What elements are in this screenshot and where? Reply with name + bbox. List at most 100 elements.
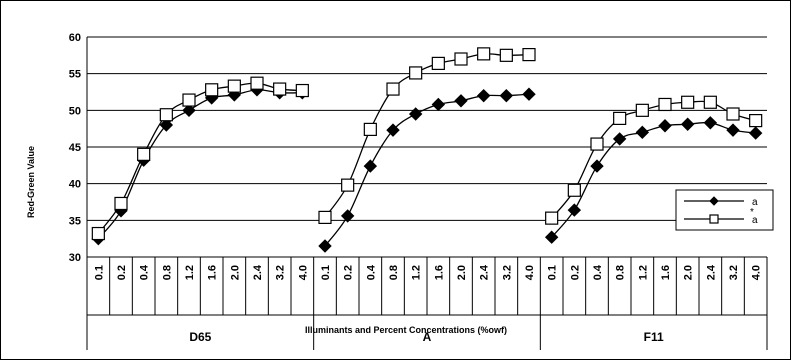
x-tick-label: 1.6 <box>660 265 672 280</box>
x-tick-label: 2.0 <box>456 265 468 280</box>
series-0 <box>91 83 763 253</box>
x-tick-label: 0.2 <box>569 265 581 280</box>
x-tick-label: 2.4 <box>252 264 264 280</box>
x-tick-label: 0.8 <box>161 265 173 280</box>
data-point-square <box>522 47 536 62</box>
x-axis-title: Illuminants and Percent Concentrations (… <box>305 325 507 335</box>
x-tick-label: 2.4 <box>705 264 717 280</box>
x-tick-label: 2.0 <box>229 265 241 280</box>
data-point-diamond <box>658 119 672 133</box>
data-point-square <box>431 56 445 71</box>
data-point-diamond <box>386 123 400 137</box>
data-point-diamond <box>318 239 332 253</box>
data-point-square <box>726 107 740 121</box>
data-point-square <box>91 226 105 241</box>
data-point-diamond <box>159 118 174 132</box>
y-tick-label: 35 <box>69 215 81 227</box>
data-point-square <box>499 48 513 62</box>
x-tick-label: 1.2 <box>637 265 649 280</box>
x-tick-label: 2.0 <box>683 265 695 280</box>
x-tick-label: 1.6 <box>207 265 219 280</box>
data-point-square <box>613 111 627 126</box>
axes <box>86 37 768 350</box>
x-tick-label: 0.4 <box>139 264 151 280</box>
data-point-diamond <box>590 159 604 173</box>
data-point-square <box>567 183 581 197</box>
y-tick-label: 60 <box>69 32 81 44</box>
data-point-square <box>159 108 173 122</box>
series-layer <box>91 47 763 253</box>
x-tick-label: 1.2 <box>184 265 196 280</box>
legend-marker <box>709 214 719 224</box>
data-point-diamond <box>703 116 718 130</box>
group-label: A <box>423 330 432 344</box>
series-line <box>97 89 303 240</box>
data-point-diamond <box>567 203 582 217</box>
data-point-square <box>749 113 763 128</box>
data-point-square <box>341 178 355 192</box>
series-line <box>551 121 756 238</box>
data-point-diamond <box>726 123 740 137</box>
y-tick-label: 40 <box>69 179 81 191</box>
y-tick-label: 30 <box>69 252 81 264</box>
data-point-square <box>114 196 128 211</box>
data-point-square <box>205 83 219 97</box>
series-line <box>324 53 530 218</box>
data-point-square <box>454 52 468 66</box>
x-tick-label: 0.1 <box>320 265 332 280</box>
legend-marker <box>709 196 719 206</box>
data-point-square <box>681 95 695 109</box>
data-point-diamond <box>680 117 695 131</box>
data-point-diamond <box>182 103 196 118</box>
y-tick-label: 45 <box>69 142 81 154</box>
x-tick-label: 4.0 <box>297 265 309 280</box>
x-tick-label: 4.0 <box>751 265 763 280</box>
x-tick-label: 0.2 <box>116 265 128 280</box>
data-point-diamond <box>363 159 378 173</box>
x-tick-label: 4.0 <box>524 265 536 280</box>
data-point-square <box>318 210 332 224</box>
series-line <box>324 93 530 247</box>
labels: 30 35 40 45 50 55 60 0.1 0.2 0.4 0.8 1.2 1.6 2.0 2.4 3.… <box>69 32 763 344</box>
series-line <box>551 100 756 219</box>
data-point-square <box>137 147 151 161</box>
legend-label: a <box>752 215 758 226</box>
x-tick-label: 1.6 <box>433 265 445 280</box>
series-1 <box>91 47 763 241</box>
x-tick-label: 3.2 <box>501 265 513 280</box>
x-tick-label: 2.4 <box>479 264 491 280</box>
data-point-diamond <box>431 97 446 112</box>
legend-superscript: * <box>750 207 754 218</box>
legend-box <box>675 189 774 231</box>
legend-label: a <box>752 197 758 208</box>
data-point-diamond <box>454 94 468 108</box>
data-point-diamond <box>748 126 763 140</box>
x-tick-label: 0.1 <box>547 265 559 280</box>
x-tick-label: 0.4 <box>592 264 604 280</box>
legend: a*a <box>675 189 774 231</box>
y-axis-title: Red-Green Value <box>26 146 36 218</box>
series-line <box>97 82 303 234</box>
data-point-square <box>545 211 559 225</box>
data-point-square <box>363 122 377 137</box>
x-tick-label: 1.2 <box>411 265 423 280</box>
data-point-diamond <box>522 87 536 101</box>
data-point-diamond <box>476 88 491 103</box>
data-point-square <box>658 97 672 112</box>
data-point-square <box>227 79 241 93</box>
data-point-square <box>182 93 196 107</box>
data-point-square <box>635 103 649 117</box>
group-label: F11 <box>644 330 664 344</box>
data-point-diamond <box>408 107 423 121</box>
data-point-square <box>295 83 309 98</box>
y-tick-label: 50 <box>69 105 81 117</box>
y-tick-label: 55 <box>69 69 81 81</box>
data-point-square <box>409 66 423 80</box>
data-point-diamond <box>544 230 559 244</box>
group-label: D65 <box>189 330 211 344</box>
data-point-square <box>250 76 264 90</box>
data-point-square <box>477 47 491 61</box>
data-point-diamond <box>612 132 627 146</box>
data-point-square <box>386 82 400 96</box>
